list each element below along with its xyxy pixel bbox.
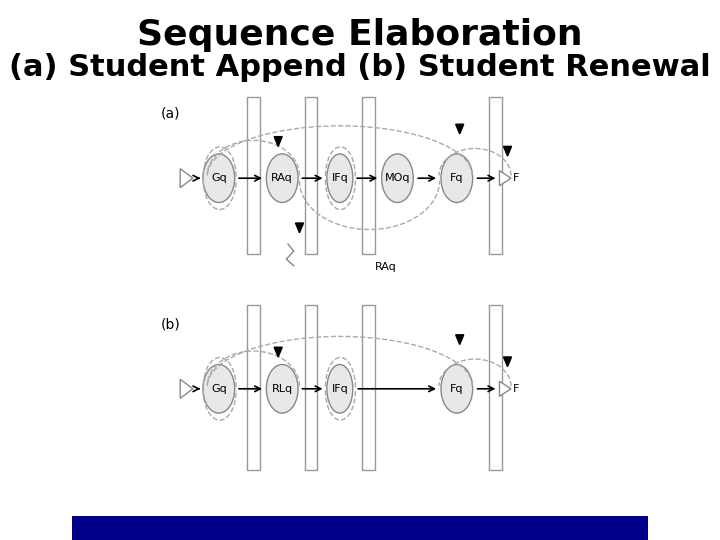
Polygon shape — [274, 347, 282, 357]
Ellipse shape — [382, 154, 413, 202]
Bar — [247, 97, 260, 254]
Text: RAq: RAq — [375, 262, 397, 272]
Text: Gq: Gq — [211, 384, 227, 394]
Ellipse shape — [203, 154, 235, 202]
Polygon shape — [500, 171, 511, 186]
Text: Fq: Fq — [450, 384, 464, 394]
Ellipse shape — [266, 154, 298, 202]
Bar — [72, 516, 648, 540]
Ellipse shape — [441, 364, 472, 413]
Text: Fq: Fq — [450, 173, 464, 183]
Text: IFq: IFq — [331, 384, 348, 394]
Polygon shape — [456, 335, 464, 345]
Bar — [305, 97, 318, 254]
Bar — [305, 305, 318, 470]
Text: (a) Student Append (b) Student Renewal: (a) Student Append (b) Student Renewal — [9, 53, 711, 82]
Ellipse shape — [327, 364, 353, 413]
Polygon shape — [295, 223, 304, 233]
Polygon shape — [274, 137, 282, 146]
Bar — [362, 305, 375, 470]
Text: (a): (a) — [161, 106, 181, 120]
Text: Gq: Gq — [211, 173, 227, 183]
Bar — [247, 305, 260, 470]
Polygon shape — [500, 381, 511, 396]
Ellipse shape — [266, 364, 298, 413]
Text: RAq: RAq — [271, 173, 293, 183]
Text: (b): (b) — [161, 317, 181, 331]
Polygon shape — [503, 357, 511, 367]
Ellipse shape — [441, 154, 472, 202]
Text: F: F — [513, 173, 519, 183]
Bar — [362, 97, 375, 254]
Polygon shape — [180, 379, 193, 399]
Bar — [489, 97, 502, 254]
Ellipse shape — [327, 154, 353, 202]
Bar — [489, 305, 502, 470]
Polygon shape — [456, 124, 464, 134]
Ellipse shape — [203, 364, 235, 413]
Text: F: F — [513, 384, 519, 394]
Text: MOq: MOq — [384, 173, 410, 183]
Text: Sequence Elaboration: Sequence Elaboration — [138, 18, 582, 52]
Polygon shape — [503, 146, 511, 156]
Polygon shape — [180, 168, 193, 188]
Text: RLq: RLq — [271, 384, 293, 394]
Text: IFq: IFq — [331, 173, 348, 183]
